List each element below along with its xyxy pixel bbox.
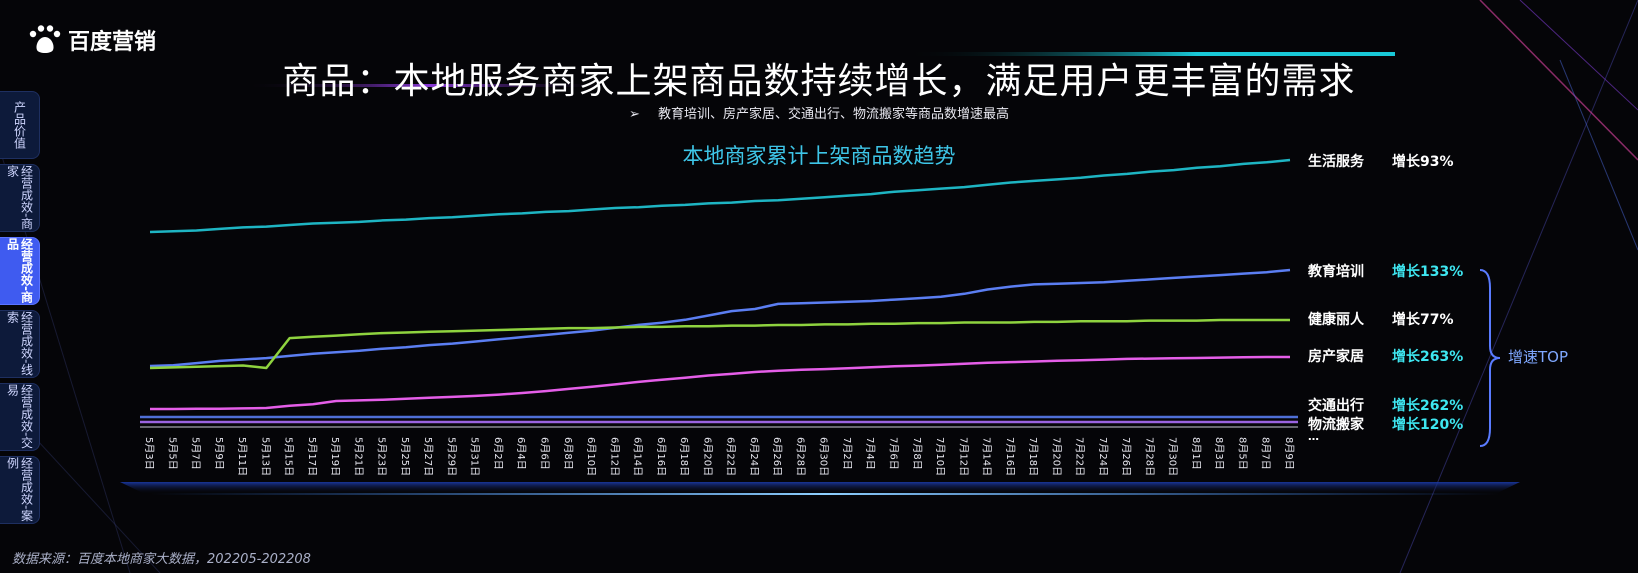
sidebar-item-transactions[interactable]: 经营成效-交易 <box>0 383 40 451</box>
x-tick-label: 7月28日 <box>1143 437 1155 476</box>
x-tick-label: 6月16日 <box>655 437 667 476</box>
data-source: 数据来源：百度本地商家大数据，202205-202208 <box>12 552 311 567</box>
x-tick-label: 5月11日 <box>236 437 248 476</box>
series-growth-label: 增长120% <box>1392 417 1464 433</box>
x-tick-label: 7月2日 <box>841 437 853 470</box>
x-tick-label: 5月5日 <box>166 437 178 470</box>
x-tick-label: 7月26日 <box>1120 437 1132 476</box>
x-tick-label: 7月30日 <box>1167 437 1179 476</box>
x-tick-label: 6月20日 <box>701 437 713 476</box>
x-tick-label: 5月29日 <box>445 437 457 476</box>
growth-top-label: 增速TOP <box>1508 348 1569 366</box>
series-name-label: 教育培训 <box>1308 264 1364 280</box>
x-tick-label: 8月5日 <box>1236 437 1248 470</box>
series-line-2 <box>149 268 1291 368</box>
sidebar-item-label: 经营成效-商家 <box>5 165 34 230</box>
x-tick-label: 7月18日 <box>1027 437 1039 476</box>
x-tick-label: 6月6日 <box>539 437 551 470</box>
series-growth-label: 增长263% <box>1392 349 1464 365</box>
x-tick-label: 6月14日 <box>632 437 644 476</box>
sidebar-nav: 产品价值 经营成效-商家 经营成效-商品 经营成效-线索 经营成效-交易 经营成… <box>0 91 42 529</box>
series-line-1 <box>149 158 1291 234</box>
x-tick-label: 5月31日 <box>469 437 481 476</box>
x-tick-label: 6月22日 <box>725 437 737 476</box>
x-tick-label: 6月26日 <box>771 437 783 476</box>
x-tick-label: 5月27日 <box>422 437 434 476</box>
x-tick-label: 7月6日 <box>887 437 899 470</box>
series-name-label: 交通出行 <box>1308 398 1364 414</box>
x-tick-label: 6月2日 <box>492 437 504 470</box>
x-tick-label: 6月8日 <box>562 437 574 470</box>
series-name-label: 健康丽人 <box>1308 312 1364 328</box>
series-growth-label: 增长93% <box>1392 154 1454 170</box>
page-subtitle: ➢ 教育培训、房产家居、交通出行、物流搬家等商品数增速最高 <box>0 103 1638 122</box>
logo-text: 百度营销 <box>68 30 157 55</box>
x-tick-label: 7月20日 <box>1050 437 1062 476</box>
x-tick-label: 7月4日 <box>864 437 876 470</box>
x-tick-label: 8月7日 <box>1260 437 1272 470</box>
sidebar-item-leads[interactable]: 经营成效-线索 <box>0 310 40 378</box>
series-growth-label: 增长77% <box>1392 312 1454 328</box>
sidebar-item-label: 产品价值 <box>12 101 27 149</box>
x-tick-label: 5月21日 <box>352 437 364 476</box>
top-bracket-icon <box>1479 269 1501 447</box>
x-tick-label: 5月19日 <box>329 437 341 476</box>
x-tick-label: 7月14日 <box>981 437 993 476</box>
series-name-label: 房产家居 <box>1308 349 1364 365</box>
sidebar-item-product-value[interactable]: 产品价值 <box>0 91 40 159</box>
series-line-3 <box>149 318 1290 370</box>
series-line-4 <box>150 355 1290 411</box>
sidebar-item-label: 经营成效-交易 <box>5 384 34 449</box>
x-tick-label: 5月23日 <box>376 437 388 476</box>
series-name-label: 生活服务 <box>1308 154 1364 170</box>
x-tick-label: 5月7日 <box>190 437 202 470</box>
x-tick-label: 8月9日 <box>1283 437 1295 470</box>
sidebar-item-products[interactable]: 经营成效-商品 <box>0 237 40 305</box>
x-tick-label: 6月28日 <box>794 437 806 476</box>
x-tick-label: 5月15日 <box>283 437 295 476</box>
series-name-label: 物流搬家 <box>1308 417 1364 433</box>
x-tick-label: 8月3日 <box>1213 437 1225 470</box>
x-tick-label: 7月10日 <box>934 437 946 476</box>
paw-logo-icon <box>29 25 61 53</box>
sidebar-item-label: 经营成效-商品 <box>5 238 34 303</box>
baidu-marketing-logo: 百度营销 <box>28 24 156 56</box>
sidebar-item-label: 经营成效-案例 <box>5 457 34 522</box>
sidebar-item-label: 经营成效-线索 <box>5 311 34 376</box>
x-tick-label: 7月16日 <box>1004 437 1016 476</box>
x-tick-label: 6月18日 <box>678 437 690 476</box>
x-tick-label: 5月9日 <box>213 437 225 470</box>
x-tick-label: 6月4日 <box>515 437 527 470</box>
x-tick-label: 7月12日 <box>957 437 969 476</box>
subtitle-text: 教育培训、房产家居、交通出行、物流搬家等商品数增速最高 <box>657 107 1009 122</box>
x-tick-label: 7月24日 <box>1097 437 1109 476</box>
x-tick-label: 6月10日 <box>585 437 597 476</box>
arrow-bullet-icon: ➢ <box>629 107 640 122</box>
x-tick-label: 5月13日 <box>259 437 271 476</box>
x-tick-label: 6月24日 <box>748 437 760 476</box>
sidebar-item-merchants[interactable]: 经营成效-商家 <box>0 164 40 232</box>
series-growth-label: 增长133% <box>1392 264 1464 280</box>
sidebar-item-cases[interactable]: 经营成效-案例 <box>0 456 40 524</box>
page-title: 商品：本地服务商家上架商品数持续增长，满足用户更丰富的需求 <box>282 61 1356 102</box>
x-tick-label: 7月8日 <box>911 437 923 470</box>
x-tick-label: 7月22日 <box>1074 437 1086 476</box>
x-tick-label: 6月30日 <box>818 437 830 476</box>
x-tick-label: 6月12日 <box>608 437 620 476</box>
x-tick-label: 8月1日 <box>1190 437 1202 470</box>
x-tick-label: 5月25日 <box>399 437 411 476</box>
x-tick-label: 5月3日 <box>143 437 155 470</box>
x-tick-label: 5月17日 <box>306 437 318 476</box>
chart-title: 本地商家累计上架商品数趋势 <box>682 144 956 168</box>
more-series-marker: … <box>1308 430 1319 443</box>
series-growth-label: 增长262% <box>1392 398 1464 414</box>
